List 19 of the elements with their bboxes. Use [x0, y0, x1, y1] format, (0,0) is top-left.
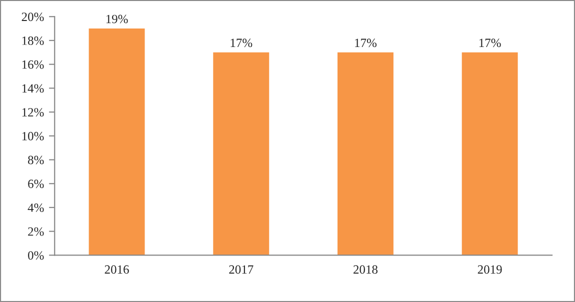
y-tick-label: 4%	[28, 204, 44, 212]
y-tick-label: 8%	[28, 156, 44, 164]
y-tick-label: 12%	[22, 108, 44, 117]
y-tick-label: 0%	[28, 251, 44, 260]
data-label: 19%	[106, 14, 128, 24]
data-label: 17%	[230, 38, 252, 48]
y-tick-label: 2%	[28, 227, 44, 236]
x-tick-label: 2016	[104, 265, 129, 274]
data-label: 17%	[355, 38, 377, 48]
y-tick-label: 6%	[28, 180, 44, 188]
y-tick-label: 14%	[22, 84, 44, 93]
y-tick-label: 10%	[22, 132, 44, 140]
y-tick-label: 16%	[22, 60, 44, 69]
x-tick-label: 2017	[229, 265, 254, 274]
x-tick-label: 2019	[478, 265, 502, 274]
y-tick-label: 20%	[22, 12, 44, 22]
y-tick-label: 18%	[22, 36, 44, 45]
x-tick-label: 2018	[354, 265, 378, 274]
data-label: 17%	[479, 38, 501, 48]
